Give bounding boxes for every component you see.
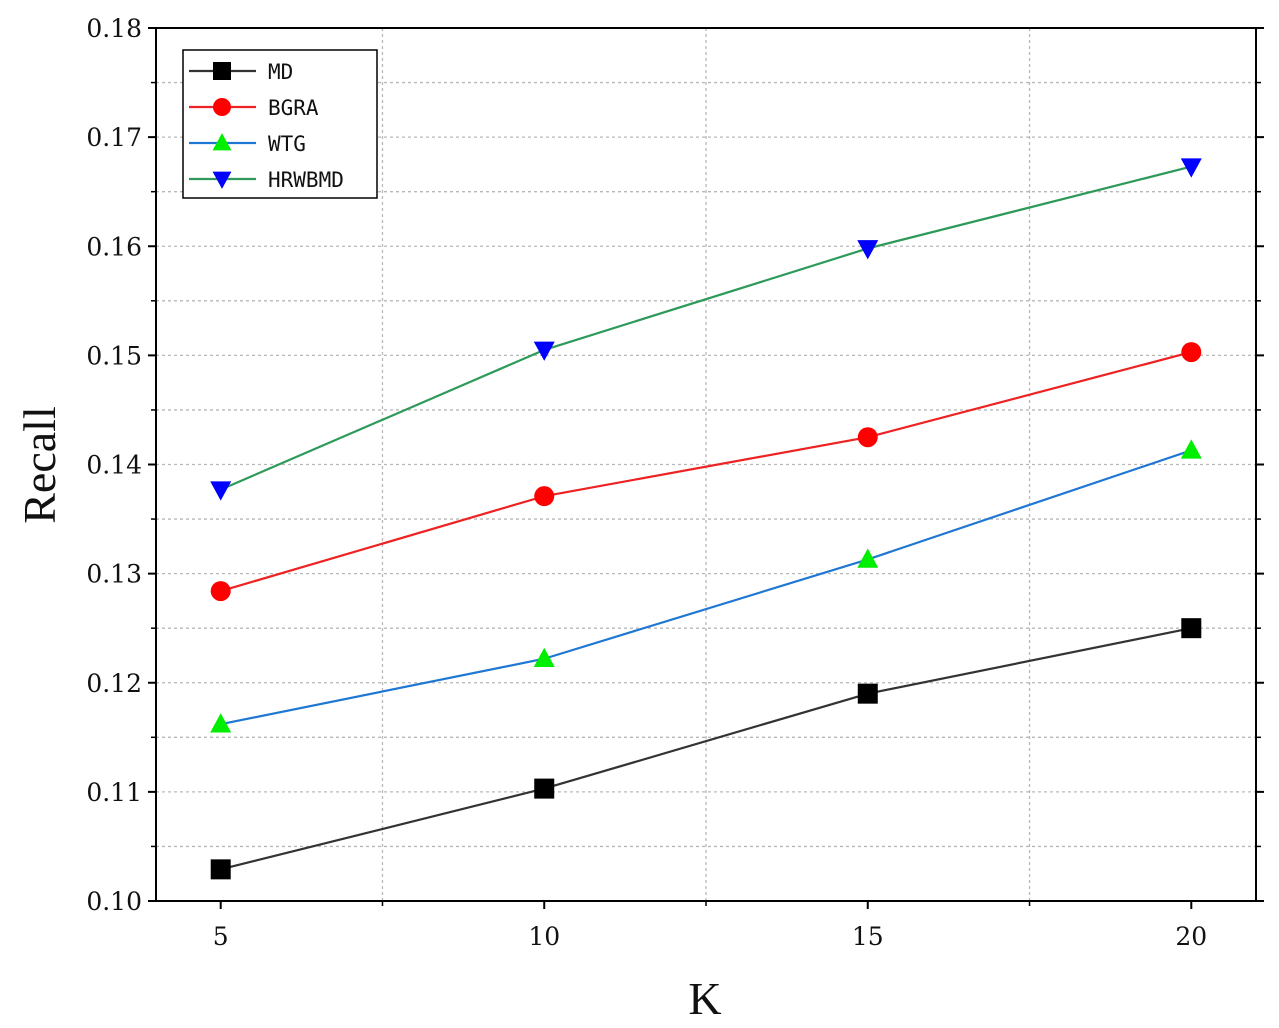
y-tick-label: 0.12 — [86, 669, 142, 698]
y-tick-label: 0.16 — [86, 232, 142, 261]
data-point-hrwbmd — [210, 481, 232, 501]
data-point-wtg — [857, 548, 879, 568]
series-hrwbmd — [210, 158, 1202, 501]
legend-marker-bgra — [213, 98, 231, 116]
y-tick-label: 0.14 — [86, 451, 142, 480]
series-line-bgra — [220, 351, 1192, 593]
x-tick-label: 20 — [1175, 922, 1207, 951]
legend-label-md: MD — [268, 60, 293, 84]
data-point-bgra — [857, 427, 878, 448]
data-point-md — [534, 778, 555, 799]
data-point-bgra — [210, 581, 231, 602]
x-tick-label: 5 — [213, 922, 229, 951]
data-point-bgra — [1181, 342, 1202, 363]
data-point-wtg — [533, 647, 555, 667]
legend-marker-md — [213, 62, 231, 80]
legend-label-wtg: WTG — [268, 132, 306, 156]
series-line-md — [220, 627, 1192, 871]
legend-marker-hrwbmd — [212, 171, 232, 189]
data-point-hrwbmd — [533, 341, 555, 361]
x-axis-title: K — [688, 973, 721, 1024]
data-point-wtg — [1180, 439, 1202, 459]
y-axis-title: Recall — [14, 406, 65, 524]
series-line-wtg — [220, 449, 1192, 726]
legend-label-bgra: BGRA — [268, 96, 319, 120]
y-tick-label: 0.15 — [86, 341, 142, 370]
legend-marker-wtg — [212, 133, 232, 151]
data-point-wtg — [210, 713, 232, 733]
legend-label-hrwbmd: HRWBMD — [268, 168, 344, 192]
x-tick-label: 10 — [528, 922, 560, 951]
legend: MD BGRA WTG HRWBMD — [182, 49, 378, 199]
y-tick-label: 0.11 — [86, 778, 142, 807]
data-point-hrwbmd — [857, 240, 879, 260]
series-wtg — [210, 439, 1202, 733]
y-tick-label: 0.13 — [86, 560, 142, 589]
data-point-bgra — [534, 486, 555, 507]
series-md — [210, 618, 1202, 880]
data-point-md — [857, 683, 878, 704]
series-layer — [210, 158, 1202, 880]
data-point-md — [1181, 618, 1202, 639]
data-point-hrwbmd — [1180, 158, 1202, 178]
axis-ticks: 0.10 0.11 0.12 0.13 0.14 0.15 0.16 0.17 0.18 5 10 1… — [86, 14, 1264, 951]
series-line-hrwbmd — [220, 165, 1192, 491]
grid-lines — [156, 28, 1256, 901]
y-tick-label: 0.10 — [86, 887, 142, 916]
series-bgra — [210, 342, 1202, 602]
x-tick-label: 15 — [852, 922, 884, 951]
y-tick-label: 0.18 — [86, 14, 142, 43]
y-tick-label: 0.17 — [86, 123, 142, 152]
data-point-md — [210, 859, 231, 880]
